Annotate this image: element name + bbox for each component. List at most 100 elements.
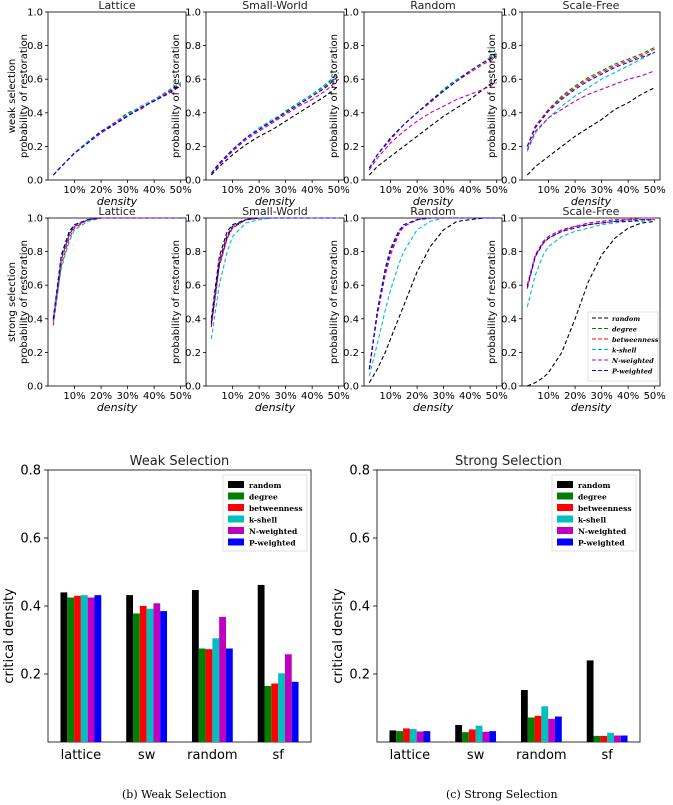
bar-sf-degree [593, 735, 601, 742]
x-tick-label: 20% [90, 185, 112, 196]
legend-label: P-weighted [611, 368, 653, 376]
series-line-N-weighted [526, 70, 655, 151]
bar-sf-P-weighted [620, 735, 628, 742]
bar-lattice-k-shell [80, 595, 88, 742]
x-tick-label: 30% [274, 185, 296, 196]
legend-swatch-P-weighted [228, 538, 244, 546]
y-axis-label: probability of restoration [487, 240, 498, 364]
line-panel-strong-selection-lattice: Lattice 0.0 0.2 0.4 0.6 0.8 1.0 10% 20% 30% 40% 50%… [7, 205, 192, 414]
bar-panel-weak-selection: Weak Selection 0.2 0.4 0.6 0.8 critical densi… [2, 454, 312, 763]
series-line-N-weighted [368, 82, 497, 171]
series-line-k-shell [210, 217, 339, 340]
y-tick-label: 1.0 [501, 214, 517, 225]
y-axis-label: probability of restoration [171, 240, 182, 364]
bar-sf-betweenness [271, 683, 279, 742]
x-tick-label: 40% [143, 185, 165, 196]
series-line-P-weighted [210, 75, 340, 174]
y-tick-label: 1.0 [501, 8, 517, 19]
x-tick-label: lattice [61, 748, 102, 763]
bar-lattice-k-shell [409, 729, 417, 742]
x-tick-label: 20% [90, 391, 112, 402]
y-tick-label: 0.4 [501, 314, 517, 325]
bar-lattice-degree [67, 597, 75, 742]
legend-swatch-P-weighted [557, 538, 573, 546]
y-axis-label: probability of restoration [329, 34, 340, 158]
x-axis-label: density [255, 195, 296, 208]
bar-sw-P-weighted [160, 611, 168, 742]
x-tick-label: 30% [116, 185, 138, 196]
legend-label: N-weighted [611, 357, 654, 365]
legend-swatch-betweenness [557, 504, 573, 511]
x-tick-label: random [516, 748, 566, 763]
y-tick-label: 0.6 [501, 281, 517, 292]
y-axis-label: critical density [2, 588, 17, 684]
x-tick-label: 50% [644, 391, 666, 402]
legend-box [587, 311, 659, 382]
y-tick-label: 0.6 [343, 281, 359, 292]
y-tick-label: 0.8 [501, 41, 517, 52]
series-line-betweenness [52, 217, 181, 326]
y-tick-label: 0.4 [343, 314, 359, 325]
y-tick-label: 0.2 [343, 142, 359, 153]
bar-lattice-random [389, 730, 397, 742]
y-tick-label: 0.0 [501, 176, 517, 187]
x-tick-label: 10% [63, 391, 85, 402]
caption-c: (c) Strong Selection [446, 788, 558, 801]
series-line-P-weighted [368, 217, 497, 370]
x-tick-label: 50% [486, 391, 508, 402]
x-tick-label: 20% [406, 391, 428, 402]
caption-b: (b) Weak Selection [122, 788, 227, 801]
y-tick-label: 0.2 [349, 668, 370, 683]
bar-lattice-random [60, 592, 68, 742]
legend-swatch-N-weighted [228, 527, 244, 534]
x-tick-label: 40% [459, 391, 481, 402]
bar-random-degree [527, 717, 535, 742]
line-panel-weak-selection-scale-free: Scale-Free 0.0 0.2 0.4 0.6 0.8 1.0 10% 20% 30% 40%… [487, 0, 666, 208]
y-tick-label: 0.2 [27, 348, 43, 359]
plot-frame [205, 11, 345, 181]
legend-label: degree [249, 493, 278, 502]
bar-sw-P-weighted [489, 731, 497, 742]
bar-sf-P-weighted [291, 681, 299, 742]
plot-frame [521, 11, 661, 181]
bar-lattice-betweenness [403, 728, 410, 742]
y-tick-label: 0.4 [349, 600, 370, 615]
bar-random-N-weighted [219, 616, 226, 742]
y-tick-label: 0.8 [343, 247, 359, 258]
bar-sf-N-weighted [613, 735, 621, 742]
bar-sf-random [257, 584, 265, 742]
x-axis-label: density [97, 401, 138, 414]
bar-sf-betweenness [600, 735, 608, 742]
x-tick-label: 40% [301, 391, 323, 402]
x-tick-label: 20% [564, 185, 586, 196]
bar-random-P-weighted [225, 648, 233, 742]
legend-swatch-random [228, 481, 244, 488]
plot-frame [363, 217, 503, 387]
y-axis-label: critical density [331, 588, 346, 684]
series-line-betweenness [526, 48, 655, 147]
bar-sf-k-shell [607, 732, 614, 742]
series-line-betweenness [368, 56, 497, 169]
y-tick-label: 0.6 [343, 75, 359, 86]
x-tick-label: 50% [170, 185, 192, 196]
series-line-P-weighted [368, 55, 497, 169]
panel-title: Random [410, 0, 456, 12]
bar-sw-degree [462, 732, 469, 742]
x-tick-label: sw [467, 748, 485, 763]
series-line-N-weighted [210, 78, 340, 174]
legend-label: random [249, 481, 282, 490]
y-tick-label: 0.6 [501, 75, 517, 86]
series-line-P-weighted [526, 219, 655, 288]
bar-lattice-betweenness [74, 595, 81, 742]
y-tick-label: 0.0 [27, 382, 43, 393]
x-tick-label: 50% [328, 185, 350, 196]
x-tick-label: 10% [221, 391, 243, 402]
y-tick-label: 0.8 [185, 247, 201, 258]
series-line-random [526, 87, 655, 176]
series-line-P-weighted [52, 85, 181, 176]
legend-swatch-N-weighted [557, 527, 573, 534]
bar-sw-k-shell [475, 725, 483, 742]
x-tick-label: lattice [390, 748, 431, 763]
bar-lattice-P-weighted [94, 595, 102, 742]
